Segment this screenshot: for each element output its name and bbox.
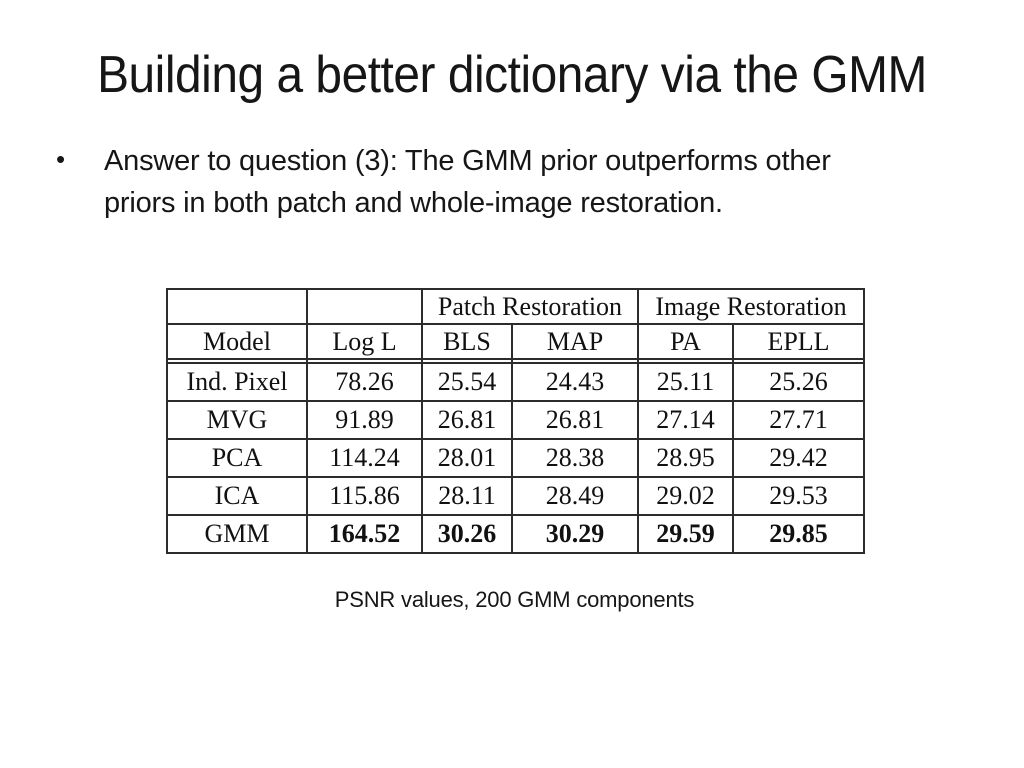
bullet-text: Answer to question (3): The GMM prior ou… bbox=[104, 140, 831, 224]
row-label: ICA bbox=[166, 476, 308, 516]
cell-pa: 29.02 bbox=[637, 476, 734, 516]
cell-logl: 78.26 bbox=[306, 362, 423, 402]
cell-map: 30.29 bbox=[511, 514, 639, 554]
cell-bls: 26.81 bbox=[421, 400, 513, 440]
cell-epll: 29.53 bbox=[732, 476, 865, 516]
psnr-table-container: Patch Restoration Image Restoration Mode… bbox=[166, 288, 865, 554]
table-header-row: Model Log L BLS MAP PA EPLL bbox=[166, 323, 865, 360]
psnr-table: Patch Restoration Image Restoration Mode… bbox=[166, 288, 865, 554]
cell-pa: 25.11 bbox=[637, 362, 734, 402]
column-header-epll: EPLL bbox=[732, 323, 865, 360]
column-header-logl: Log L bbox=[306, 323, 423, 360]
cell-pa: 27.14 bbox=[637, 400, 734, 440]
group-header-image-restoration: Image Restoration bbox=[637, 288, 865, 325]
column-header-pa: PA bbox=[637, 323, 734, 360]
double-rule-spacer bbox=[166, 358, 865, 364]
bullet-marker: • bbox=[56, 144, 66, 174]
cell-map: 24.43 bbox=[511, 362, 639, 402]
row-label: PCA bbox=[166, 438, 308, 478]
group-header-patch-restoration: Patch Restoration bbox=[421, 288, 639, 325]
column-header-map: MAP bbox=[511, 323, 639, 360]
cell-map: 28.49 bbox=[511, 476, 639, 516]
table-row: PCA 114.24 28.01 28.38 28.95 29.42 bbox=[166, 438, 865, 478]
empty-cell bbox=[166, 288, 308, 325]
table-row-gmm: GMM 164.52 30.26 30.29 29.59 29.85 bbox=[166, 514, 865, 554]
cell-epll: 29.85 bbox=[732, 514, 865, 554]
bullet-line-2: priors in both patch and whole-image res… bbox=[104, 187, 723, 219]
cell-map: 28.38 bbox=[511, 438, 639, 478]
cell-logl: 114.24 bbox=[306, 438, 423, 478]
cell-logl: 115.86 bbox=[306, 476, 423, 516]
row-label: Ind. Pixel bbox=[166, 362, 308, 402]
cell-logl: 164.52 bbox=[306, 514, 423, 554]
slide-title: Building a better dictionary via the GMM bbox=[97, 46, 927, 104]
empty-cell bbox=[306, 288, 423, 325]
cell-epll: 29.42 bbox=[732, 438, 865, 478]
cell-logl: 91.89 bbox=[306, 400, 423, 440]
cell-bls: 30.26 bbox=[421, 514, 513, 554]
row-label: MVG bbox=[166, 400, 308, 440]
table-caption: PSNR values, 200 GMM components bbox=[334, 587, 695, 612]
row-label: GMM bbox=[166, 514, 308, 554]
column-header-bls: BLS bbox=[421, 323, 513, 360]
cell-pa: 28.95 bbox=[637, 438, 734, 478]
cell-epll: 25.26 bbox=[732, 362, 865, 402]
bullet-line-1: Answer to question (3): The GMM prior ou… bbox=[104, 145, 831, 177]
cell-epll: 27.71 bbox=[732, 400, 865, 440]
cell-bls: 28.11 bbox=[421, 476, 513, 516]
table-row: Ind. Pixel 78.26 25.54 24.43 25.11 25.26 bbox=[166, 362, 865, 402]
cell-pa: 29.59 bbox=[637, 514, 734, 554]
table-group-header-row: Patch Restoration Image Restoration bbox=[166, 288, 865, 325]
table-row: ICA 115.86 28.11 28.49 29.02 29.53 bbox=[166, 476, 865, 516]
bullet-item: • Answer to question (3): The GMM prior … bbox=[56, 140, 936, 224]
cell-bls: 25.54 bbox=[421, 362, 513, 402]
cell-map: 26.81 bbox=[511, 400, 639, 440]
table-row: MVG 91.89 26.81 26.81 27.14 27.71 bbox=[166, 400, 865, 440]
column-header-model: Model bbox=[166, 323, 308, 360]
cell-bls: 28.01 bbox=[421, 438, 513, 478]
